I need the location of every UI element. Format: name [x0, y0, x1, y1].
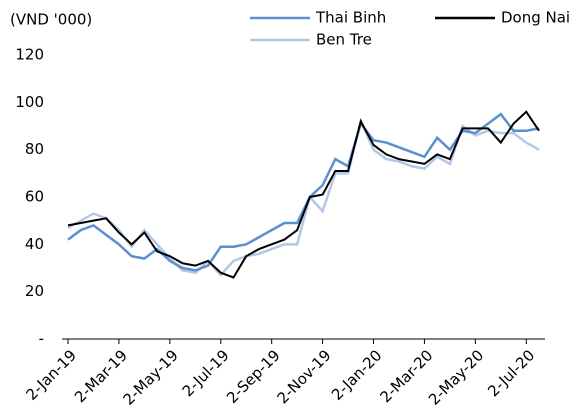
x-tick-label: 2-Sep-19	[223, 346, 284, 407]
y-tick-label: 120	[15, 46, 44, 64]
series-line	[67, 117, 540, 277]
y-tick-label: -	[39, 330, 44, 348]
legend-label: Thai Binh	[315, 9, 386, 27]
x-tick-label: 2-Nov-19	[274, 346, 335, 407]
legend-label: Dong Nai	[501, 9, 570, 27]
y-tick-label: 40	[25, 235, 44, 253]
unit-label: (VND '000)	[10, 11, 92, 29]
y-tick-label: 100	[15, 93, 44, 111]
series-line	[67, 110, 540, 279]
series-line	[67, 112, 540, 272]
y-tick-label: 80	[25, 140, 44, 158]
x-tick-label: 2-Jul-20	[484, 346, 538, 400]
x-tick-label: 2-May-20	[425, 346, 487, 408]
legend-label: Ben Tre	[316, 31, 372, 49]
y-tick-label: 20	[25, 282, 44, 300]
x-tick-label: 2-May-19	[119, 346, 181, 408]
y-tick-label: 60	[25, 188, 44, 206]
